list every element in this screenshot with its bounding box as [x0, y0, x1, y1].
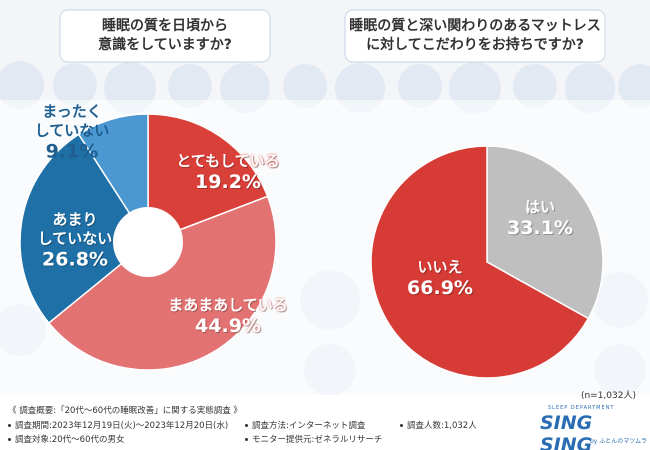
chart-title: 睡眠の質と深い関わりのあるマットレス に対してこだわりをお持ちですか?: [349, 18, 601, 53]
logo-tagline: SLEEP DEPARTMENT: [548, 405, 615, 411]
pie-slice: [19, 133, 149, 325]
slice-label: まあまあしている 44.9%: [168, 296, 288, 336]
logo-name: SING SING: [540, 412, 593, 450]
pie-slice: [486, 145, 604, 320]
bullet: [8, 438, 11, 441]
category-label: まったく していない: [34, 102, 110, 140]
logo-by: by ふとんのマツムラ: [590, 438, 647, 445]
bullet: [245, 424, 248, 427]
bullet: [245, 438, 248, 441]
chart-title: 睡眠の質を日頃から 意識をしていますか?: [98, 18, 232, 53]
footer-text: 調査期間:2023年12月19日(火)～2023年12月20日(水): [15, 421, 229, 431]
pie-slice: [370, 145, 590, 379]
footer-text: 調査人数:1,032人: [407, 421, 477, 431]
pie-slice: [77, 113, 149, 245]
slice-label: はい 33.1%: [507, 198, 573, 238]
slice-label: いいえ 66.9%: [407, 258, 473, 298]
footer-item: 調査人数:1,032人: [400, 419, 477, 431]
footer-item: 調査期間:2023年12月19日(火)～2023年12月20日(水): [8, 419, 228, 431]
bullet: [8, 424, 11, 427]
donut-hole: [113, 207, 183, 277]
title-box: [344, 9, 606, 63]
bullet: [400, 424, 403, 427]
sample-note: (n=1,032人): [580, 391, 636, 401]
category-label: まあまあしている: [168, 296, 288, 314]
title-box: [59, 9, 271, 63]
value-label: 66.9%: [407, 277, 473, 299]
pie-slice: [147, 113, 269, 244]
footer-bg: [0, 395, 650, 450]
footer-text: 調査対象:20代～60代の男女: [15, 435, 125, 445]
category-label: いいえ: [417, 258, 463, 276]
value-label: 44.9%: [195, 315, 261, 337]
value-label: 33.1%: [507, 217, 573, 239]
slice-label: あまり していない 26.8%: [38, 211, 113, 270]
pie-slice: [47, 195, 277, 371]
footer-item: 調査方法:インターネット調査: [245, 419, 365, 431]
footer-text: モニター提供元:ゼネラルリサーチ: [252, 435, 383, 445]
value-label: 19.2%: [195, 171, 261, 193]
category-label: あまり していない: [37, 210, 113, 248]
footer-item: モニター提供元:ゼネラルリサーチ: [245, 433, 382, 445]
slice-label: とてもしている 19.2%: [176, 152, 279, 192]
value-label: 9.1%: [45, 140, 99, 163]
category-label: はい: [524, 198, 556, 216]
footer-item: 調査対象:20代～60代の男女: [8, 433, 125, 445]
value-label: 26.8%: [42, 248, 108, 271]
category-label: とてもしている: [176, 152, 280, 170]
footer-heading: 《 調査概要:「20代～60代の睡眠改善」に関する実態調査 》: [8, 406, 242, 416]
footer-text: 調査方法:インターネット調査: [252, 421, 366, 431]
slice-label: まったく していない 9.1%: [35, 103, 110, 162]
